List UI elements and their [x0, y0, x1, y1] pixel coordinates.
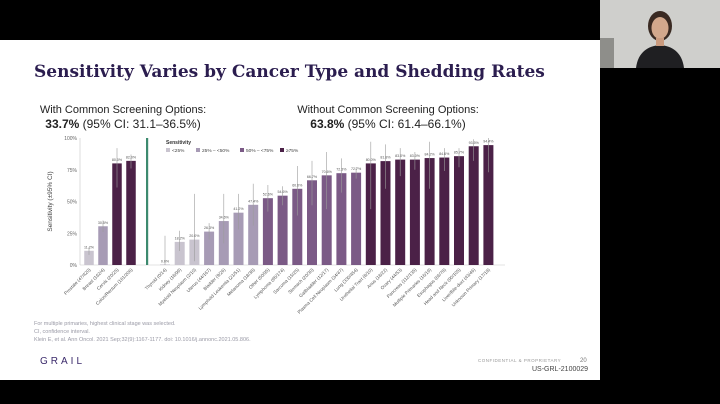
group-divider	[146, 138, 149, 265]
legend-swatch	[240, 148, 244, 152]
left-group-data-label: 82.0%	[126, 155, 137, 159]
legend-label: 25% – <50%	[202, 148, 230, 154]
right-group-data-label: 54.6%	[277, 190, 288, 194]
y-axis-label: Sensitivity (±95% CI)	[47, 171, 54, 231]
y-tick-label: 0%	[70, 263, 78, 269]
footnote-ci: CI, confidence interval.	[34, 329, 90, 335]
right-group-bar	[321, 175, 332, 265]
bottom-letterbox	[0, 380, 720, 404]
right-group-bar	[248, 204, 259, 265]
right-group-bar	[439, 157, 450, 265]
y-tick-label: 50%	[67, 200, 78, 206]
right-group-bar	[277, 195, 288, 265]
right-group-data-label: 47.4%	[248, 199, 259, 203]
right-group-bar	[468, 146, 479, 265]
right-group-data-label: 52.6%	[263, 193, 274, 197]
left-group-bar	[126, 160, 136, 265]
right-group-data-label: 18.2%	[175, 236, 186, 240]
right-group-data-label: 94.4%	[483, 140, 494, 144]
right-group-data-label: 80.0%	[366, 158, 377, 162]
right-group-data-label: 20.0%	[189, 234, 200, 238]
right-group-data-label: 93.5%	[469, 141, 480, 145]
right-group-data-label: 83.0%	[410, 154, 421, 158]
right-group-data-label: 34.6%	[219, 216, 230, 220]
right-group-data-label: 72.3%	[336, 168, 347, 172]
citation: Klein E, et al. Ann Oncol. 2021 Sep;32(9…	[34, 337, 251, 343]
legend-swatch	[280, 148, 284, 152]
grail-logo: GRAIL	[40, 356, 86, 367]
presentation-slide: Sensitivity Varies by Cancer Type and Sh…	[0, 40, 600, 380]
right-group-bar	[204, 231, 215, 265]
presenter-video-tile[interactable]	[600, 0, 720, 68]
right-group-data-label: 41.2%	[233, 207, 244, 211]
right-group-bar	[365, 163, 376, 265]
right-group-bar	[424, 158, 435, 265]
without-screening-ci: (95% CI: 61.4–66.1%)	[347, 117, 466, 131]
right-group-bar	[307, 180, 317, 265]
legend-swatch	[166, 148, 170, 152]
right-group-data-label: 0.0%	[161, 260, 170, 264]
right-group-data-label: 70.6%	[322, 170, 333, 174]
y-tick-label: 25%	[67, 231, 78, 237]
left-group-data-label: 80.0%	[112, 158, 123, 162]
page-number: 20	[580, 358, 587, 364]
without-screening-heading: Without Common Screening Options: 63.8% …	[268, 103, 508, 131]
left-group-data-label: 11.2%	[84, 245, 95, 249]
left-group-bar	[112, 163, 122, 265]
right-group-bar	[233, 212, 244, 265]
legend-label: ≥75%	[286, 148, 299, 154]
right-group-data-label: 84.2%	[424, 153, 435, 157]
y-tick-label: 100%	[64, 136, 77, 142]
with-screening-value-line: 33.7% (95% CI: 31.1–36.5%)	[28, 117, 218, 131]
confidential-label: CONFIDENTIAL & PROPRIETARY	[478, 358, 562, 363]
footnote-multiple-primaries: For multiple primaries, highest clinical…	[34, 321, 176, 327]
sensitivity-chart: 0% 25% 50% 75% 100% Sensitivity (±95% CI) 11.2…	[47, 136, 505, 315]
right-group-bar	[351, 172, 362, 265]
presenter-silhouette-icon	[600, 0, 720, 68]
right-group-bar	[174, 241, 185, 265]
right-group-bar	[292, 188, 303, 265]
right-group-bar	[409, 159, 420, 265]
slide-title: Sensitivity Varies by Cancer Type and Sh…	[34, 62, 545, 82]
right-group-data-label: 81.8%	[380, 156, 391, 160]
with-screening-ci: (95% CI: 31.1–36.5%)	[82, 117, 201, 131]
right-group-bar	[262, 198, 273, 265]
without-screening-label: Without Common Screening Options:	[297, 104, 479, 116]
document-code: US-GRL-2100029	[532, 366, 589, 373]
right-group-data-label: 60.0%	[292, 183, 303, 187]
right-group-bar	[483, 145, 494, 265]
legend-title: Sensitivity	[166, 140, 191, 146]
left-group-bar	[84, 250, 94, 265]
right-group-data-label: 26.3%	[204, 226, 215, 230]
without-screening-value: 63.8%	[310, 117, 345, 131]
right-group-data-label: 84.6%	[439, 152, 450, 156]
right-group-bar	[395, 159, 406, 265]
y-tick-label: 75%	[67, 168, 78, 174]
left-group-data-label: 30.5%	[98, 221, 109, 225]
legend-label: 50% – <75%	[246, 148, 274, 154]
with-screening-label: With Common Screening Options:	[39, 104, 207, 116]
right-group-data-label: 66.7%	[307, 175, 318, 179]
without-screening-value-line: 63.8% (95% CI: 61.4–66.1%)	[268, 117, 508, 131]
right-group-bar	[380, 161, 391, 265]
with-screening-value: 33.7%	[45, 117, 80, 131]
right-group-data-label: 72.7%	[351, 167, 362, 171]
right-group-data-label: 85.7%	[454, 151, 465, 155]
legend-label: <25%	[172, 148, 185, 154]
right-group-data-label: 83.0%	[395, 154, 406, 158]
left-group-bar	[98, 226, 108, 265]
legend-swatch	[196, 148, 200, 152]
right-group-bar	[454, 156, 464, 265]
right-group-bar	[336, 173, 347, 265]
with-screening-heading: With Common Screening Options: 33.7% (95…	[28, 103, 218, 131]
